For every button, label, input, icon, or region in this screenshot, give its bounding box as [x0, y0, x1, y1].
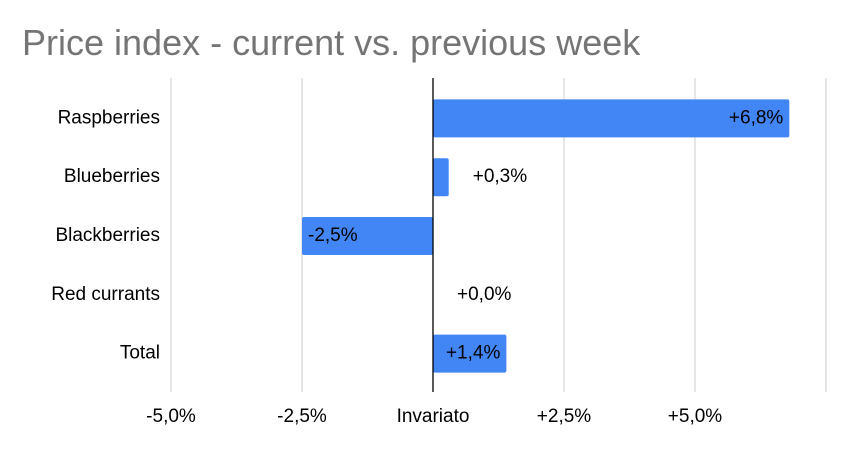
data-label: +6,8%: [729, 107, 784, 128]
x-tick-label: -2,5%: [277, 406, 327, 427]
x-tick-label: -5,0%: [146, 406, 196, 427]
data-label: +1,4%: [446, 343, 501, 364]
x-tick-label: Invariato: [397, 406, 470, 427]
data-label: -2,5%: [308, 225, 358, 246]
data-label: +0,0%: [457, 284, 512, 305]
y-tick-label: Blueberries: [64, 166, 160, 187]
bar: [302, 217, 433, 255]
y-tick-label: Total: [120, 343, 160, 364]
x-tick-label: +5,0%: [668, 406, 723, 427]
y-tick-label: Blackberries: [55, 225, 160, 246]
bar: [433, 334, 507, 373]
y-tick-label: Red currants: [51, 284, 160, 305]
chart-title: Price index - current vs. previous week: [22, 22, 641, 63]
data-label: +0,3%: [473, 166, 528, 187]
bar: [433, 99, 790, 138]
x-tick-label: +2,5%: [537, 406, 592, 427]
y-tick-label: Raspberries: [58, 107, 160, 128]
bar: [433, 158, 449, 197]
